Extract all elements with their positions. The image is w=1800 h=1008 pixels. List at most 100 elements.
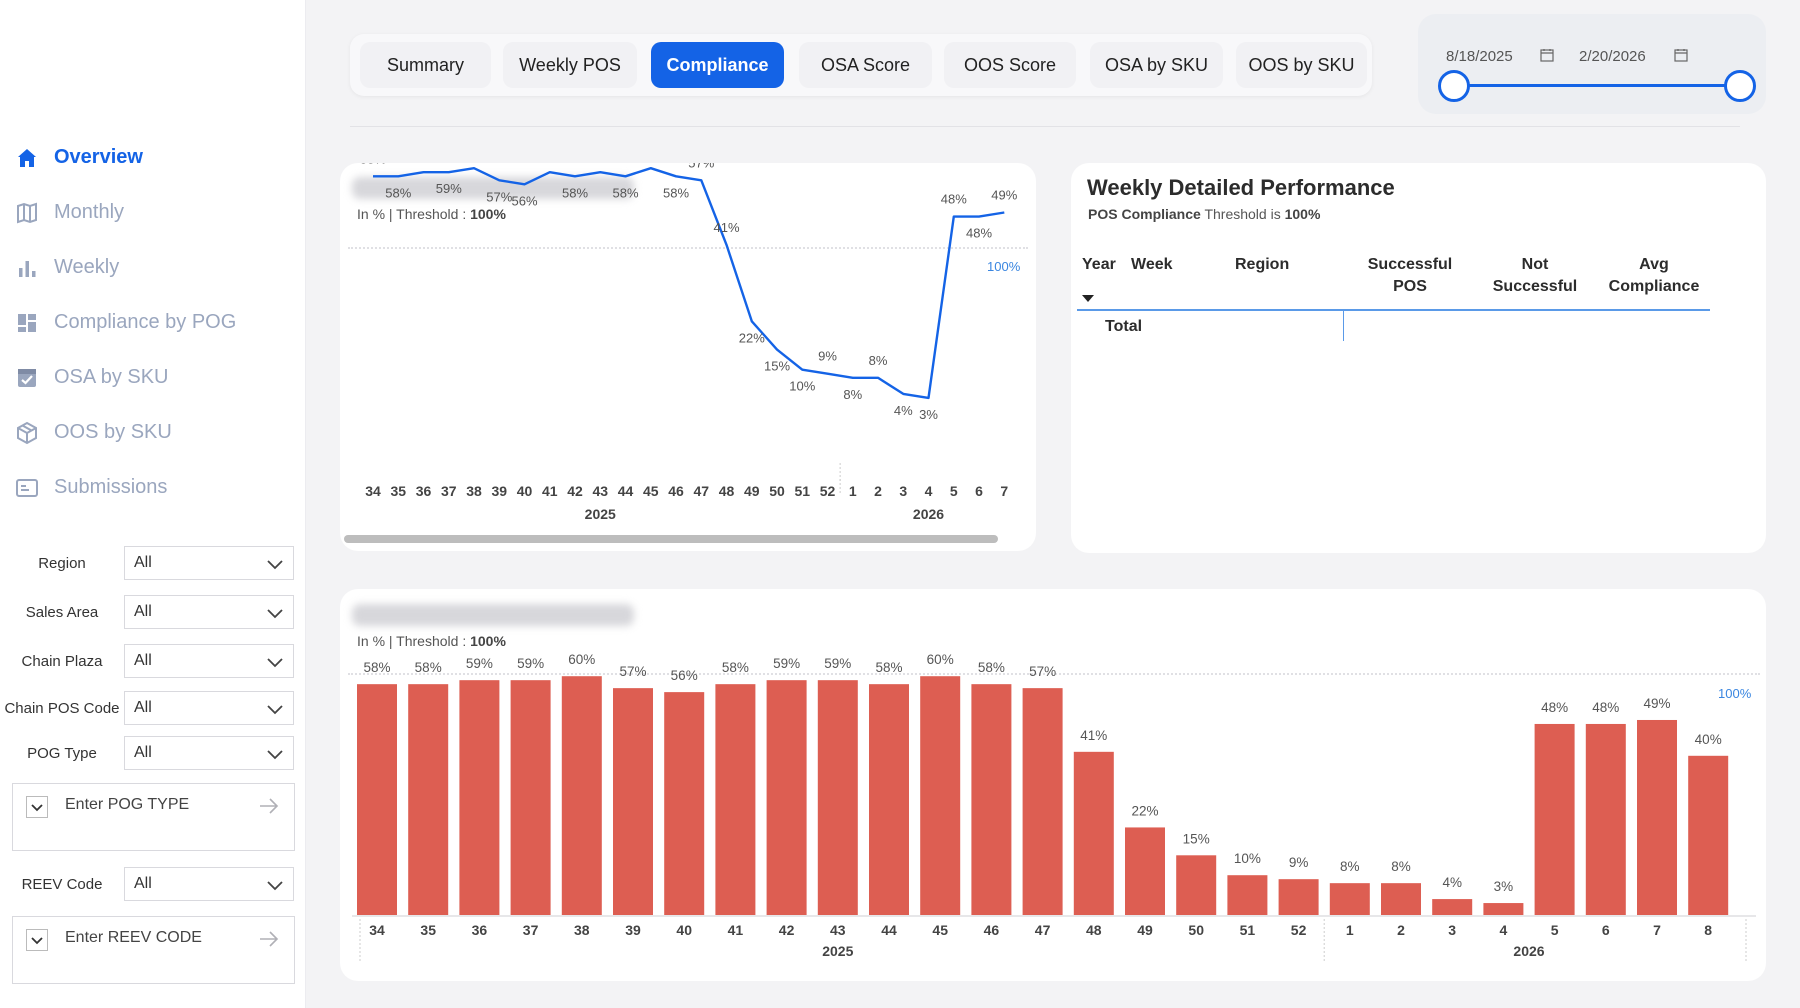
x-tick-label: 1: [849, 483, 857, 499]
line-chart-subtitle: In % | Threshold : 100%: [357, 206, 506, 222]
bar-data-label: 56%: [671, 668, 698, 683]
end-date[interactable]: 2/20/2026: [1579, 48, 1646, 65]
x-tick-label: 39: [625, 922, 641, 938]
tab-weekly-pos[interactable]: Weekly POS: [503, 42, 637, 88]
calendar-icon[interactable]: [1674, 48, 1688, 62]
table-total-label: Total: [1105, 318, 1143, 335]
end-date-handle[interactable]: [1724, 70, 1756, 102]
chevron-down-icon: [267, 705, 283, 715]
bar: [1381, 883, 1421, 915]
x-tick-label: 48: [719, 483, 735, 499]
sidebar-item-compliance-by-pog[interactable]: Compliance by POG: [14, 295, 236, 350]
sidebar-item-submissions[interactable]: Submissions: [14, 460, 236, 515]
chain-pos-code-select[interactable]: All: [124, 691, 294, 725]
chain-plaza-select[interactable]: All: [124, 644, 294, 678]
tab-oos-by-sku[interactable]: OOS by SKU: [1236, 42, 1367, 88]
column-header-year[interactable]: Year: [1082, 256, 1116, 273]
tab-summary[interactable]: Summary: [360, 42, 491, 88]
chain-plaza-filter: Chain Plaza All: [0, 643, 306, 679]
x-tick-label: 44: [618, 483, 634, 499]
x-tick-label: 35: [420, 922, 436, 938]
chain-pos-code-value: All: [134, 699, 152, 716]
pog-type-filter: POG Type All: [0, 735, 306, 771]
expand-chevron-icon[interactable]: [26, 929, 48, 951]
sidebar-item-oos-by-sku[interactable]: OOS by SKU: [14, 405, 236, 460]
region-select[interactable]: All: [124, 546, 294, 580]
bar-data-label: 59%: [517, 656, 544, 671]
sidebar-nav: Overview Monthly Weekly Compliance by PO…: [14, 130, 236, 515]
bar-data-label: 60%: [568, 652, 595, 667]
bar-data-label: 4%: [1442, 875, 1462, 890]
report-tab-bar: Summary Weekly POS Compliance OSA Score …: [350, 34, 1372, 96]
reev-code-value: All: [134, 875, 152, 892]
arrow-right-icon[interactable]: [258, 929, 280, 949]
line-data-label: 58%: [360, 163, 386, 166]
calendar-icon[interactable]: [1540, 48, 1554, 62]
line-data-label: 57%: [688, 163, 714, 170]
line-chart-subtitle-prefix: In % | Threshold :: [357, 206, 471, 222]
tab-osa-by-sku[interactable]: OSA by SKU: [1090, 42, 1223, 88]
date-range-track[interactable]: [1454, 84, 1738, 87]
bar-data-label: 22%: [1131, 803, 1158, 818]
x-tick-label: 3: [899, 483, 907, 499]
tab-compliance[interactable]: Compliance: [651, 42, 784, 88]
sidebar-item-osa-by-sku[interactable]: OSA by SKU: [14, 350, 236, 405]
pog-type-search[interactable]: Enter POG TYPE: [12, 783, 295, 851]
sidebar-item-monthly[interactable]: Monthly: [14, 185, 236, 240]
line-data-label: 41%: [713, 220, 739, 235]
sort-desc-icon[interactable]: [1082, 295, 1094, 303]
chevron-down-icon: [267, 560, 283, 570]
table-column-divider: [1343, 311, 1344, 341]
x-tick-label: 44: [881, 922, 897, 938]
tab-oos-score[interactable]: OOS Score: [944, 42, 1076, 88]
line-chart-threshold-value: 100%: [470, 206, 506, 222]
bar: [1176, 855, 1217, 915]
horizontal-scrollbar[interactable]: [344, 535, 998, 543]
bar: [613, 688, 653, 915]
bar: [459, 680, 500, 915]
chain-plaza-label: Chain Plaza: [21, 652, 103, 670]
reev-code-search-placeholder: Enter REEV CODE: [65, 929, 202, 946]
pog-type-select[interactable]: All: [124, 736, 294, 770]
pog-type-search-placeholder: Enter POG TYPE: [65, 796, 190, 813]
sales-area-select[interactable]: All: [124, 595, 294, 629]
sidebar-item-overview[interactable]: Overview: [14, 130, 236, 185]
bar: [766, 680, 807, 915]
x-tick-label: 45: [643, 483, 659, 499]
start-date-handle[interactable]: [1438, 70, 1470, 102]
arrow-right-icon[interactable]: [258, 796, 280, 816]
bar: [1534, 723, 1575, 915]
column-header-week[interactable]: Week: [1131, 256, 1173, 273]
tab-osa-score[interactable]: OSA Score: [799, 42, 932, 88]
x-tick-label: 52: [1291, 922, 1307, 938]
bar-data-label: 60%: [927, 652, 954, 667]
reev-code-select[interactable]: All: [124, 867, 294, 901]
column-header-region[interactable]: Region: [1235, 256, 1290, 273]
line-data-label: 58%: [562, 185, 588, 200]
x-tick-label: 41: [728, 922, 744, 938]
reev-code-search[interactable]: Enter REEV CODE: [12, 916, 295, 984]
bar: [664, 692, 705, 915]
line-chart-card: [340, 163, 1036, 551]
sidebar-item-label: OSA by SKU: [54, 366, 169, 388]
sidebar-item-weekly[interactable]: Weekly: [14, 240, 236, 295]
weekly-subtitle-value: 100%: [1284, 206, 1321, 222]
line-data-label: 59%: [436, 181, 462, 196]
expand-chevron-icon[interactable]: [26, 796, 48, 818]
map-icon: [14, 200, 40, 226]
compliance-line: [373, 167, 1005, 400]
column-header-not-successful[interactable]: Not Successful: [1492, 256, 1578, 295]
bar-data-label: 49%: [1643, 696, 1670, 711]
start-date[interactable]: 8/18/2025: [1446, 48, 1513, 65]
line-data-label: 8%: [869, 353, 888, 368]
bar: [1329, 883, 1370, 915]
year-label: 2025: [585, 506, 616, 522]
chevron-down-icon: [267, 750, 283, 760]
bar: [510, 680, 551, 915]
column-header-avg-compliance[interactable]: Avg Compliance: [1608, 256, 1700, 295]
x-tick-label: 36: [416, 483, 432, 499]
column-header-successful-pos[interactable]: Successful POS: [1367, 256, 1453, 295]
region-label: Region: [38, 554, 86, 572]
bar: [869, 684, 909, 915]
bar-data-label: 41%: [1080, 728, 1107, 743]
